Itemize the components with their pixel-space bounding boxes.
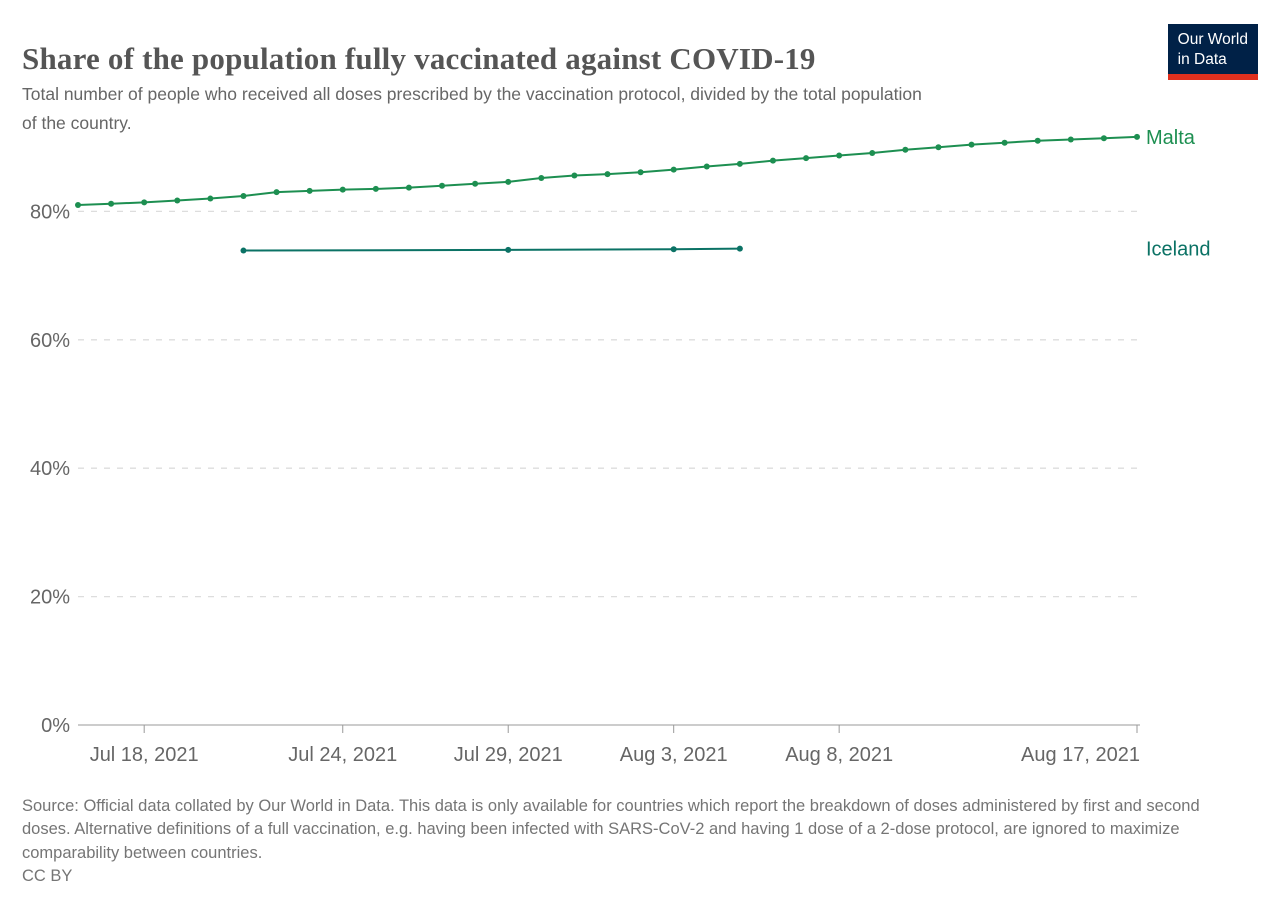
y-axis-label-60: 60% bbox=[30, 330, 70, 352]
series-point-malta-12[interactable] bbox=[472, 180, 479, 187]
y-axis-label-80: 80% bbox=[30, 201, 70, 223]
series-point-malta-16[interactable] bbox=[604, 171, 611, 178]
x-axis-label-5: Aug 17, 2021 bbox=[1021, 744, 1140, 766]
series-point-malta-5[interactable] bbox=[240, 192, 247, 199]
y-axis-label-0: 0% bbox=[41, 715, 70, 737]
series-point-malta-23[interactable] bbox=[836, 152, 843, 159]
x-axis-label-4: Aug 8, 2021 bbox=[785, 744, 893, 766]
series-point-malta-27[interactable] bbox=[968, 141, 975, 148]
series-point-malta-17[interactable] bbox=[637, 169, 644, 176]
series-point-malta-4[interactable] bbox=[207, 195, 214, 202]
x-axis-label-1: Jul 24, 2021 bbox=[288, 744, 397, 766]
series-point-malta-32[interactable] bbox=[1134, 133, 1140, 140]
series-point-malta-0[interactable] bbox=[75, 201, 81, 208]
series-point-malta-19[interactable] bbox=[703, 163, 710, 170]
source-note: Source: Official data collated by Our Wo… bbox=[22, 797, 1200, 862]
series-point-malta-1[interactable] bbox=[108, 200, 115, 207]
series-line-iceland[interactable] bbox=[243, 247, 740, 252]
series-label-iceland[interactable]: Iceland bbox=[1146, 239, 1211, 261]
series-point-malta-18[interactable] bbox=[670, 166, 677, 173]
series-point-malta-21[interactable] bbox=[769, 157, 776, 164]
series-point-iceland-3[interactable] bbox=[736, 245, 743, 252]
owid-logo[interactable]: Our World in Data bbox=[1167, 24, 1258, 80]
chart-subtitle: Total number of people who received all … bbox=[22, 83, 922, 133]
series-point-malta-8[interactable] bbox=[339, 186, 346, 193]
series-point-malta-31[interactable] bbox=[1100, 135, 1107, 142]
chart-area: 0% 20% 40% 60% 80% Jul 18, 2021 Jul 24, 2021 Ju… bbox=[0, 115, 1280, 775]
series-point-malta-2[interactable] bbox=[141, 199, 148, 206]
series-label-malta[interactable]: Malta bbox=[1146, 127, 1196, 149]
x-axis-label-2: Jul 29, 2021 bbox=[454, 744, 563, 766]
series-point-iceland-0[interactable] bbox=[240, 247, 247, 254]
series-point-malta-14[interactable] bbox=[538, 175, 545, 182]
owid-logo-line1: Our World bbox=[1177, 31, 1248, 48]
series-point-malta-22[interactable] bbox=[803, 155, 810, 162]
series-point-malta-6[interactable] bbox=[273, 189, 280, 196]
series-point-malta-11[interactable] bbox=[439, 182, 446, 189]
series-point-malta-30[interactable] bbox=[1067, 136, 1074, 143]
series-point-malta-25[interactable] bbox=[902, 146, 909, 153]
series-point-malta-13[interactable] bbox=[505, 178, 512, 185]
x-axis-label-0: Jul 18, 2021 bbox=[90, 744, 199, 766]
license-note: CC BY bbox=[22, 867, 73, 886]
y-axis-label-20: 20% bbox=[30, 587, 70, 609]
series-point-malta-26[interactable] bbox=[935, 144, 942, 151]
series-point-iceland-1[interactable] bbox=[505, 246, 512, 253]
x-axis-label-3: Aug 3, 2021 bbox=[620, 744, 728, 766]
series-point-malta-24[interactable] bbox=[869, 149, 876, 156]
owid-logo-line2: in Data bbox=[1177, 50, 1227, 68]
series-line-malta[interactable] bbox=[77, 135, 1138, 206]
series-point-malta-7[interactable] bbox=[306, 187, 313, 194]
series-point-malta-20[interactable] bbox=[736, 160, 743, 167]
vaccination-line-chart[interactable]: 0% 20% 40% 60% 80% Jul 18, 2021 Jul 24, 2021 Ju… bbox=[0, 115, 1280, 775]
chart-footer: Source: Official data collated by Our Wo… bbox=[22, 795, 1212, 889]
y-axis-label-40: 40% bbox=[30, 458, 70, 480]
series-point-iceland-2[interactable] bbox=[670, 246, 677, 253]
page-title: Share of the population fully vaccinated… bbox=[22, 40, 816, 76]
series-point-malta-29[interactable] bbox=[1034, 137, 1041, 144]
series-point-malta-15[interactable] bbox=[571, 172, 578, 179]
series-point-malta-10[interactable] bbox=[405, 184, 412, 191]
series-point-malta-3[interactable] bbox=[174, 197, 181, 204]
series-point-malta-28[interactable] bbox=[1001, 139, 1008, 146]
series-point-malta-9[interactable] bbox=[372, 185, 379, 192]
